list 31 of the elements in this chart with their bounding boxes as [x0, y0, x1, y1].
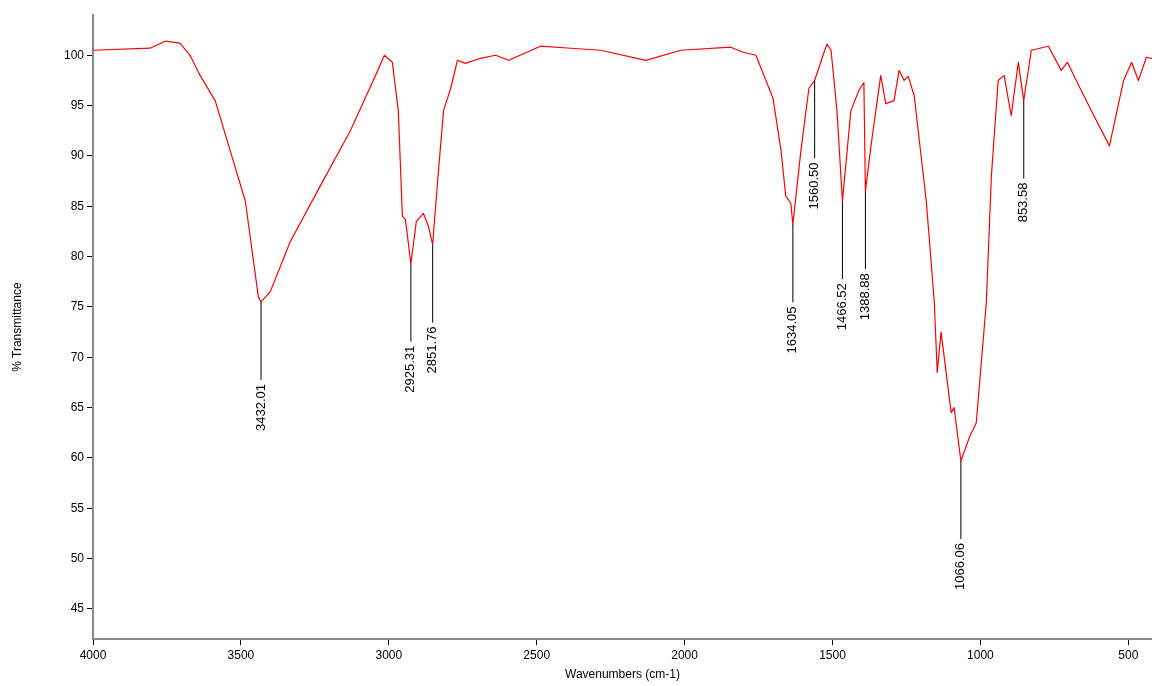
x-tick-label: 4000	[79, 647, 107, 662]
annotation: 2851.76	[424, 326, 440, 374]
y-axis-title: % Transmittance	[9, 282, 24, 372]
x-axis-title: Wavenumbers (cm-1)	[565, 667, 680, 682]
x-tick-label: 2500	[523, 647, 551, 662]
annotation: 1066.06	[952, 543, 968, 590]
y-tick-label: 80	[70, 248, 85, 263]
x-tick-label: 3500	[227, 647, 255, 662]
y-tick-label: 70	[70, 349, 85, 364]
y-tick-label: 55	[70, 500, 85, 515]
y-tick-label: 60	[70, 450, 85, 465]
y-tick-label: 50	[70, 550, 85, 565]
y-tick-label: 75	[70, 299, 85, 314]
x-tick-label: 3000	[375, 647, 403, 662]
annotation: 1388.88	[856, 273, 872, 321]
annotation: 1634.05	[784, 306, 800, 354]
x-tick-label: 500	[1118, 647, 1139, 662]
annotation: 1560.50	[806, 162, 822, 210]
annotation: 853.58	[1015, 182, 1031, 223]
annotation: 2925.31	[402, 345, 418, 393]
y-tick-label: 95	[70, 97, 85, 112]
x-tick-label: 2000	[671, 647, 699, 662]
y-tick-label: 65	[70, 399, 85, 414]
annotation: 1466.52	[834, 283, 850, 331]
y-tick-label: 85	[70, 198, 85, 213]
y-tick-label: 45	[70, 601, 85, 616]
x-tick-label: 1000	[967, 647, 995, 662]
annotation: 3432.01	[252, 383, 268, 431]
y-tick-label: 90	[70, 148, 85, 163]
x-tick-label: 1500	[819, 647, 847, 662]
y-tick-label: 100	[63, 47, 85, 62]
